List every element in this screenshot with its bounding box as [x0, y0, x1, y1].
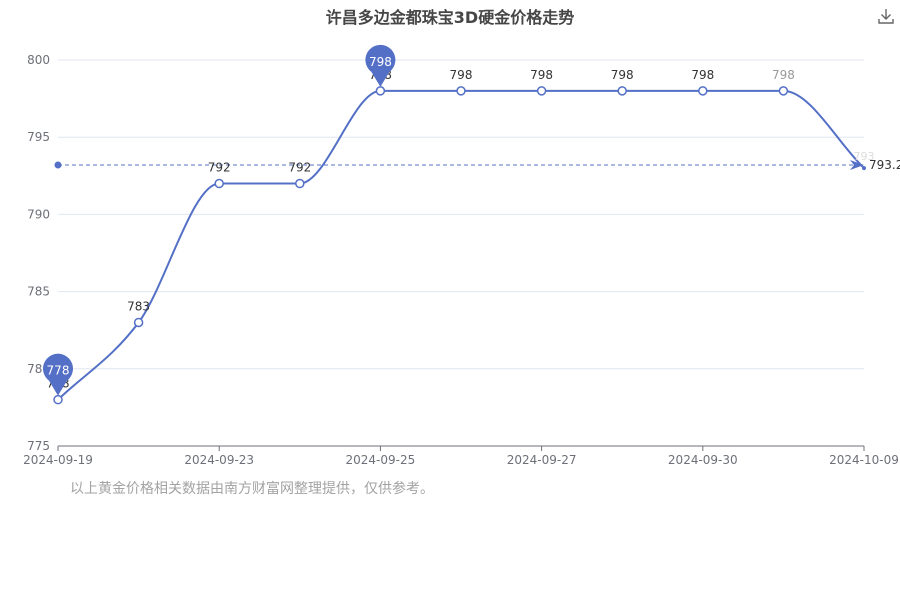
y-tick-label: 795 [27, 130, 50, 144]
data-point [214, 178, 224, 189]
x-tick-label: 2024-09-25 [346, 453, 416, 467]
series-line [57, 89, 865, 401]
chart-title: 许昌多边金都珠宝3D硬金价格走势 [325, 8, 575, 27]
min-mark-pin [43, 353, 74, 396]
data-point [53, 394, 63, 405]
data-point [295, 178, 305, 189]
data-label: 792 [208, 161, 231, 175]
average-line-start [54, 161, 62, 169]
data-label: 798 [772, 68, 795, 82]
y-tick-label: 790 [27, 207, 50, 221]
data-label: 783 [127, 299, 150, 313]
data-label: 798 [530, 68, 553, 82]
data-label: 793 [854, 150, 875, 163]
x-tick-label: 2024-09-19 [23, 453, 93, 467]
average-line-label: 793.2 [869, 158, 900, 172]
data-point [698, 86, 708, 96]
y-tick-label: 800 [27, 53, 50, 67]
y-tick-label: 785 [27, 285, 50, 299]
x-tick-label: 2024-09-23 [184, 453, 254, 467]
data-label: 798 [611, 68, 634, 82]
data-label: 798 [691, 68, 714, 82]
download-button[interactable] [876, 6, 896, 26]
x-tick-label: 2024-09-27 [507, 453, 577, 467]
y-tick-label: 775 [27, 439, 50, 453]
data-point [862, 166, 866, 171]
data-point [375, 86, 386, 96]
data-point [617, 86, 627, 96]
data-point [456, 86, 466, 96]
source-footnote: 以上黄金价格相关数据由南方财富网整理提供，仅供参考。 [70, 481, 434, 497]
x-tick-label: 2024-10-09 [829, 453, 899, 467]
data-point [778, 86, 789, 96]
data-point [133, 317, 144, 328]
x-tick-label: 2024-09-30 [668, 453, 738, 467]
average-line-arrow [850, 159, 864, 170]
data-point [536, 86, 547, 96]
max-mark-label: 798 [369, 55, 392, 69]
data-label: 792 [288, 161, 311, 175]
min-mark-label: 778 [47, 364, 70, 378]
max-mark-pin [365, 44, 396, 87]
data-label: 798 [450, 68, 473, 82]
download-icon [878, 9, 894, 24]
